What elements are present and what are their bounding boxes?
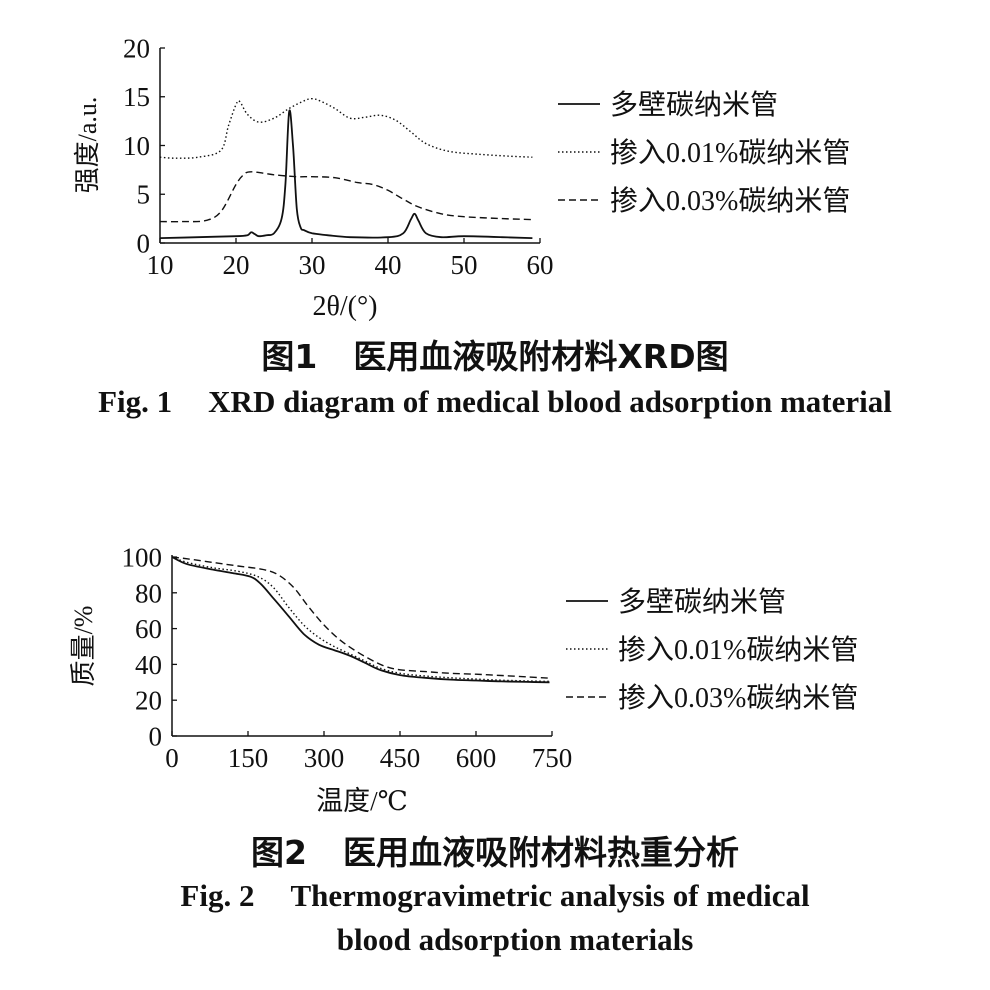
figure2-title-cn: 医用血液吸附材料热重分析	[342, 833, 739, 872]
c1-legend-label-2: 掺入0.01%碳纳米管	[610, 137, 850, 169]
c1-y-tick-label: 0	[137, 228, 151, 258]
c2-x-tick-label: 300	[304, 743, 345, 773]
c2-x-tick-label: 450	[380, 743, 421, 773]
c2-series-line-2	[171, 556, 550, 683]
c1-y-tick-label: 10	[123, 131, 150, 161]
c1-x-tick-label: 10	[147, 250, 174, 280]
c1-x-tick-label: 60	[527, 250, 554, 280]
c2-x-tick-label: 750	[532, 743, 573, 773]
chart1-plot-area: 10 20 30 40 50 60 0 5 10 15 20	[123, 33, 554, 280]
figure2-caption-en-line2: blood adsorption materials	[0, 922, 990, 958]
c2-x-tick-label: 0	[165, 743, 179, 773]
c2-x-tick-label: 600	[456, 743, 497, 773]
figure1-caption-cn: 图1 医用血液吸附材料XRD图	[0, 330, 990, 378]
figure1-number-en: Fig. 1	[98, 384, 173, 419]
c2-y-tick-label: 80	[135, 578, 162, 608]
chart2-y-axis-label: 质量/%	[69, 606, 98, 687]
c1-x-tick-label: 20	[223, 250, 250, 280]
c2-series-line-1	[171, 556, 550, 684]
figure1-title-cn: 医用血液吸附材料XRD图	[353, 337, 729, 376]
c1-y-tick-label: 5	[137, 180, 151, 210]
figure1-number-cn: 图1	[261, 337, 318, 376]
c2-x-tick-label: 150	[228, 743, 269, 773]
c1-x-tick-label: 50	[451, 250, 478, 280]
c1-series-line-1	[159, 109, 533, 239]
c1-series-line-3	[159, 171, 533, 223]
c1-x-tick-label: 40	[375, 250, 402, 280]
c2-y-tick-label: 60	[135, 614, 162, 644]
chart1-x-axis-label: 2θ/(°)	[312, 291, 377, 322]
xrd-chart: 10 20 30 40 50 60 0 5 10 15 20 2θ/(°) 强度/a.u. 多壁碳…	[73, 33, 850, 322]
c2-legend-label-2: 掺入0.01%碳纳米管	[618, 634, 858, 666]
c2-y-tick-label: 40	[135, 650, 162, 680]
chart2-x-axis-label: 温度/℃	[316, 786, 408, 816]
c2-legend-label-3: 掺入0.03%碳纳米管	[618, 682, 858, 714]
c2-legend-label-1: 多壁碳纳米管	[618, 586, 786, 618]
figure2-number-en: Fig. 2	[180, 878, 255, 913]
figure2-caption-cn: 图2 医用血液吸附材料热重分析	[0, 826, 990, 874]
c2-y-tick-label: 100	[122, 542, 163, 572]
chart1-y-axis-label: 强度/a.u.	[73, 97, 102, 194]
figure1-title-en: XRD diagram of medical blood adsorption …	[208, 384, 892, 419]
c2-series-line-3	[171, 556, 550, 679]
c1-y-tick-label: 20	[123, 33, 150, 63]
c1-y-tick-label: 15	[123, 82, 150, 112]
figure2-title-en-line1: Thermogravimetric analysis of medical	[290, 878, 810, 913]
c1-legend-label-1: 多壁碳纳米管	[610, 89, 778, 121]
c1-series-line-2	[159, 97, 533, 159]
c2-y-tick-label: 20	[135, 686, 162, 716]
c1-legend-label-3: 掺入0.03%碳纳米管	[610, 185, 850, 217]
figure2-number-cn: 图2	[251, 833, 307, 872]
c1-x-tick-label: 30	[299, 250, 326, 280]
figure2-title-en-line2: blood adsorption materials	[336, 922, 694, 957]
figure2-caption-en-line1: Fig. 2 Thermogravimetric analysis of medi…	[0, 878, 990, 914]
c2-y-tick-label: 0	[149, 721, 163, 751]
figure1-caption-en: Fig. 1 XRD diagram of medical blood adsor…	[0, 384, 990, 420]
